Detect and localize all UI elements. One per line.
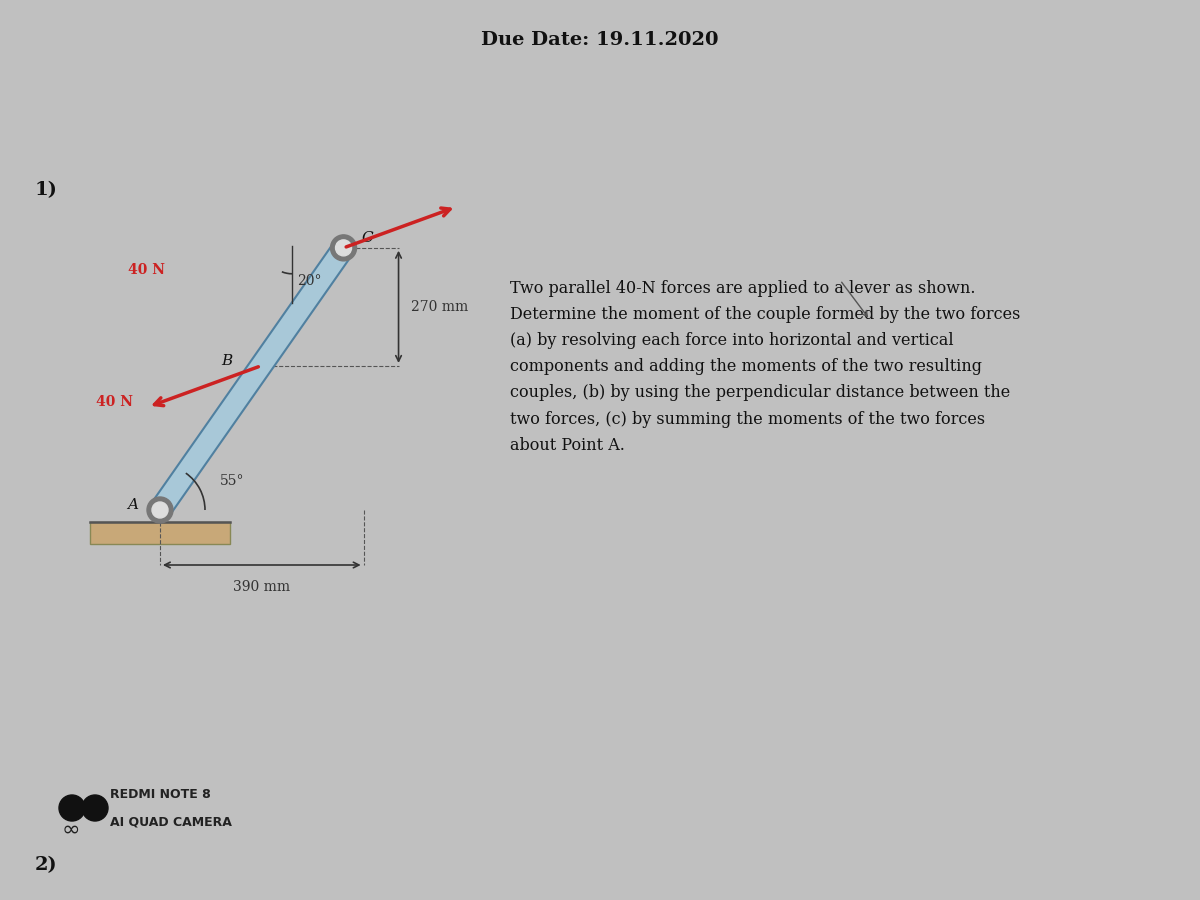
Text: 40 N: 40 N (128, 263, 166, 276)
Text: ∞: ∞ (62, 820, 80, 840)
Text: 40 N: 40 N (96, 395, 133, 409)
Circle shape (336, 240, 352, 256)
Text: A: A (127, 498, 138, 512)
Text: AI QUAD CAMERA: AI QUAD CAMERA (110, 815, 232, 829)
Text: 390 mm: 390 mm (233, 580, 290, 594)
Text: 20°: 20° (298, 274, 322, 288)
Polygon shape (151, 241, 353, 517)
Text: Due Date: 19.11.2020: Due Date: 19.11.2020 (481, 31, 719, 49)
Text: 270 mm: 270 mm (410, 300, 468, 314)
Text: C: C (361, 231, 373, 245)
Circle shape (82, 795, 108, 821)
Text: 1): 1) (35, 181, 58, 199)
Text: 55°: 55° (220, 474, 245, 488)
Text: Two parallel 40-N forces are applied to a lever as shown.
Determine the moment o: Two parallel 40-N forces are applied to … (510, 280, 1020, 454)
Circle shape (330, 235, 356, 261)
Text: 2): 2) (35, 856, 58, 874)
FancyBboxPatch shape (90, 522, 230, 544)
Text: REDMI NOTE 8: REDMI NOTE 8 (110, 788, 211, 802)
Circle shape (59, 795, 85, 821)
Circle shape (152, 502, 168, 518)
Text: B: B (222, 354, 233, 368)
Circle shape (148, 497, 173, 523)
